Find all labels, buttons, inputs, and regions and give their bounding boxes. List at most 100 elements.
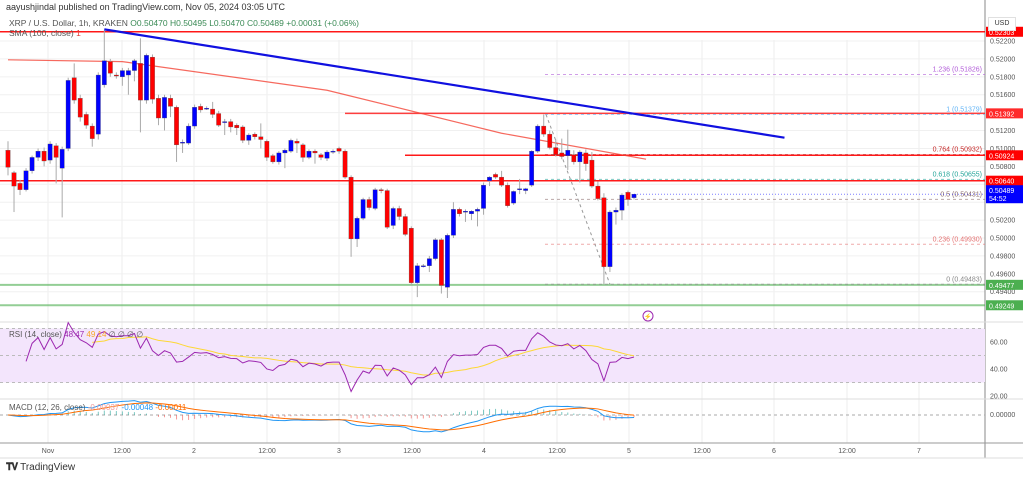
macd-tick-label: 0.00000 <box>990 412 1015 419</box>
candle-body <box>625 192 631 200</box>
candle <box>372 187 378 211</box>
candle-body <box>571 154 577 163</box>
candle-body <box>192 107 197 127</box>
candle <box>132 58 137 82</box>
price-tick-label: 0.50000 <box>990 236 1015 243</box>
candle <box>156 94 161 126</box>
candle <box>505 182 510 208</box>
candle-body <box>204 108 209 110</box>
candle <box>228 118 234 133</box>
candle <box>288 138 294 153</box>
candle-body <box>414 265 420 283</box>
candle <box>535 124 541 153</box>
candle-body <box>210 108 216 115</box>
time-tick-label: Nov <box>42 448 55 455</box>
price-tick-label: 0.49600 <box>990 271 1015 278</box>
candle-body <box>607 211 613 267</box>
candle <box>53 143 59 184</box>
candle-body <box>589 159 595 187</box>
candle <box>336 146 342 154</box>
price-tick-label: 0.50200 <box>990 218 1015 225</box>
candle <box>565 129 571 170</box>
candle-body <box>276 152 282 163</box>
candle <box>312 149 318 164</box>
level-price-label: 0.49477 <box>989 283 1014 290</box>
macd-legend[interactable]: MACD (12, 26, close) -0.00037 -0.00048 -… <box>9 403 186 412</box>
candle <box>420 263 426 268</box>
candle <box>553 139 559 157</box>
candle-body <box>330 150 336 153</box>
price-tick-label: 0.51800 <box>990 74 1015 81</box>
sma-value: 1 <box>76 28 81 38</box>
candle-body <box>23 170 29 190</box>
candle-body <box>499 176 504 186</box>
candle-body <box>342 150 348 178</box>
candle <box>354 216 360 247</box>
candle-body <box>35 150 41 158</box>
candle-body <box>469 210 474 214</box>
rsi-tick-label: 40.00 <box>990 367 1008 374</box>
candle-body <box>348 176 354 240</box>
candle-body <box>420 265 426 267</box>
candle-body <box>288 140 294 152</box>
candle-body <box>511 191 516 204</box>
level-price-label: 0.51392 <box>989 111 1014 118</box>
candle-body <box>29 157 35 171</box>
candle-body <box>168 98 173 107</box>
candle-body <box>77 98 83 118</box>
candle-body <box>517 188 522 190</box>
candle <box>174 105 179 162</box>
candle-body <box>252 133 258 137</box>
macd-line <box>7 400 635 433</box>
level-price-tag <box>986 108 1023 119</box>
candle <box>445 233 450 299</box>
rsi-extra: ∅ ∅ ∅ ∅ <box>108 330 144 339</box>
candle <box>463 209 468 222</box>
candle <box>180 139 185 153</box>
brand-name: TradingView <box>20 462 76 473</box>
time-tick-label: 3 <box>337 448 341 455</box>
candle-body <box>282 150 288 154</box>
candle-body <box>577 151 583 163</box>
candle-body <box>547 133 553 148</box>
candle-body <box>601 197 607 267</box>
time-tick-label: 2 <box>192 448 196 455</box>
level-price-label: 0.49249 <box>989 303 1014 310</box>
fib-level-label: 1.236 (0.51826) <box>933 66 982 73</box>
candle-body <box>11 172 17 187</box>
candle-body <box>529 150 535 186</box>
rsi-legend[interactable]: RSI (14, close) 48.47 49.14 ∅ ∅ ∅ ∅ <box>9 330 143 339</box>
candle-body <box>402 216 408 235</box>
candle-body <box>126 70 131 76</box>
candle-body <box>390 208 396 226</box>
candle <box>559 138 565 160</box>
candle-body <box>535 125 541 152</box>
level-price-label: 0.50640 <box>989 179 1014 186</box>
candle <box>426 255 432 273</box>
sma-legend[interactable]: SMA (100, close) 1 <box>9 28 81 38</box>
macd-label: MACD (12, 26, close) <box>9 403 86 412</box>
price-tick-label: 0.51600 <box>990 92 1015 99</box>
candle <box>246 133 252 145</box>
price-tick-label: 0.52200 <box>990 39 1015 46</box>
candle <box>216 110 222 127</box>
fib-level-label: 1 (0.51379) <box>946 107 982 114</box>
tradingview-logo[interactable]: 𝐓𝐕 TradingView <box>6 462 75 473</box>
candle-body <box>559 152 565 157</box>
price-tick-label: 0.50800 <box>990 164 1015 171</box>
candle-body <box>180 142 185 144</box>
candle-body <box>120 70 125 77</box>
candle <box>89 123 95 147</box>
candle <box>29 155 35 174</box>
price-tick-label: 0.49800 <box>990 253 1015 260</box>
time-tick-label: 12:00 <box>403 448 421 455</box>
candle-body <box>300 144 306 158</box>
candle-body <box>270 155 276 163</box>
currency-button[interactable]: USD <box>988 17 1016 31</box>
rsi-ma-value: 49.14 <box>86 330 107 339</box>
candle <box>571 150 577 165</box>
candle <box>107 58 113 77</box>
candle <box>589 152 595 188</box>
candle <box>487 176 492 187</box>
